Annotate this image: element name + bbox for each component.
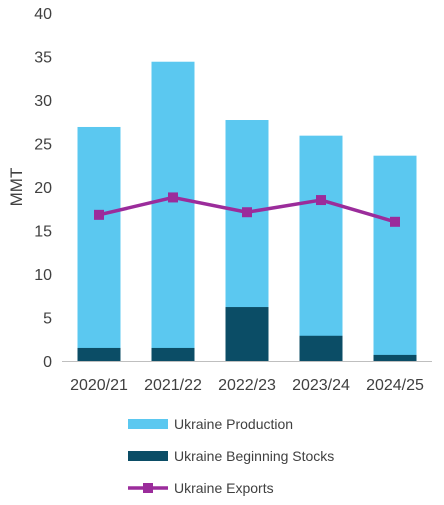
bar-beginning-stocks (151, 347, 195, 361)
bars (77, 61, 417, 361)
bar-beginning-stocks (77, 347, 121, 361)
y-tick-label: 20 (34, 180, 52, 197)
legend-label: Ukraine Production (174, 416, 293, 432)
legend-label: Ukraine Beginning Stocks (174, 448, 334, 464)
legend-swatch-production (128, 419, 168, 429)
y-tick-label: 10 (34, 267, 52, 284)
bar-beginning-stocks (299, 335, 343, 361)
x-tick-label: 2024/25 (366, 377, 424, 394)
x-axis: 2020/21 2021/22 2022/23 2023/24 2024/25 (62, 361, 432, 394)
y-tick-label: 15 (34, 224, 52, 241)
legend-marker-exports (143, 483, 153, 493)
x-tick-label: 2023/24 (292, 377, 350, 394)
bar-production (151, 61, 195, 361)
y-axis: 0 5 10 15 20 25 30 35 40 (34, 6, 52, 371)
bar-beginning-stocks (373, 354, 417, 361)
bar-production (373, 155, 417, 361)
bar-beginning-stocks (225, 307, 269, 361)
bar-production (77, 126, 121, 361)
exports-marker (390, 216, 400, 227)
x-tick-label: 2021/22 (144, 377, 202, 394)
exports-marker (168, 192, 178, 203)
y-axis-label: MMT (7, 168, 26, 207)
x-tick-label: 2022/23 (218, 377, 276, 394)
exports-marker (242, 207, 252, 218)
exports-marker (94, 209, 104, 220)
y-tick-label: 35 (34, 50, 52, 67)
y-tick-label: 0 (43, 354, 52, 371)
y-tick-label: 5 (43, 311, 52, 328)
bar-production (299, 135, 343, 361)
legend: Ukraine Production Ukraine Beginning Stoc… (128, 416, 334, 496)
legend-label: Ukraine Exports (174, 480, 274, 496)
line-series (94, 192, 400, 227)
x-tick-label: 2020/21 (70, 377, 128, 394)
y-tick-label: 25 (34, 137, 52, 154)
y-tick-label: 30 (34, 93, 52, 110)
legend-swatch-beginning-stocks (128, 451, 168, 461)
exports-marker (316, 195, 326, 206)
y-tick-label: 40 (34, 6, 52, 23)
